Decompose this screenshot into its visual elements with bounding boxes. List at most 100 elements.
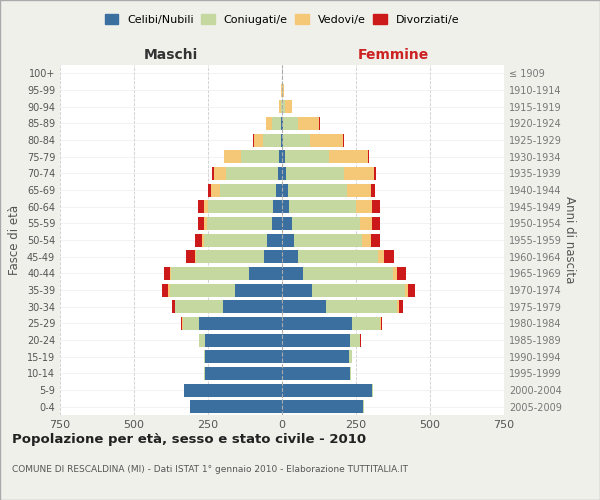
Bar (282, 284, 311, 296)
Bar (298, 250, 378, 263)
Bar (205, 367, 282, 380)
Bar (202, 234, 203, 246)
Bar (281, 117, 282, 130)
Bar (272, 217, 282, 230)
Bar (267, 234, 282, 246)
Bar (344, 167, 374, 180)
Bar (199, 334, 205, 346)
Bar (347, 184, 371, 196)
Bar (408, 284, 415, 296)
Bar (329, 150, 368, 163)
Bar (311, 284, 405, 296)
Bar (276, 184, 282, 196)
Bar (223, 300, 282, 313)
Bar (235, 284, 282, 296)
Text: Maschi: Maschi (144, 48, 198, 62)
Bar (278, 167, 282, 180)
Bar (199, 317, 282, 330)
Bar (194, 250, 196, 263)
Bar (282, 250, 298, 263)
Bar (208, 184, 211, 196)
Bar (384, 250, 394, 263)
Bar (397, 300, 399, 313)
Bar (241, 150, 279, 163)
Bar (285, 150, 329, 163)
Bar (289, 200, 356, 213)
Bar (310, 134, 343, 146)
Bar (283, 84, 284, 96)
Bar (288, 184, 347, 196)
Bar (361, 217, 372, 230)
Bar (175, 300, 223, 313)
Text: Femmine: Femmine (358, 48, 428, 62)
Bar (282, 117, 283, 130)
Bar (374, 167, 376, 180)
Bar (205, 334, 282, 346)
Bar (206, 217, 272, 230)
Bar (282, 350, 349, 363)
Bar (356, 200, 372, 213)
Bar (224, 150, 241, 163)
Bar (283, 117, 298, 130)
Bar (211, 184, 220, 196)
Bar (371, 234, 380, 246)
Bar (298, 117, 319, 130)
Bar (349, 350, 352, 363)
Bar (282, 400, 364, 413)
Bar (272, 117, 281, 130)
Bar (205, 350, 282, 363)
Bar (281, 134, 282, 146)
Bar (266, 117, 272, 130)
Bar (170, 284, 235, 296)
Bar (162, 284, 168, 296)
Bar (294, 234, 362, 246)
Bar (372, 384, 373, 396)
Bar (303, 267, 393, 280)
Bar (362, 234, 371, 246)
Bar (368, 150, 370, 163)
Bar (286, 167, 344, 180)
Bar (186, 250, 194, 263)
Bar (352, 317, 380, 330)
Bar (197, 200, 203, 213)
Bar (197, 217, 203, 230)
Bar (378, 250, 384, 263)
Bar (350, 334, 361, 346)
Legend: Celibi/Nubili, Coniugati/e, Vedovi/e, Divorziati/e: Celibi/Nubili, Coniugati/e, Vedovi/e, Di… (101, 10, 463, 28)
Bar (282, 167, 286, 180)
Bar (226, 167, 278, 180)
Bar (371, 184, 375, 196)
Bar (203, 200, 208, 213)
Bar (279, 150, 282, 163)
Bar (250, 267, 282, 280)
Bar (184, 384, 282, 396)
Bar (281, 100, 282, 113)
Bar (279, 100, 281, 113)
Bar (212, 167, 214, 180)
Bar (399, 300, 403, 313)
Bar (282, 300, 326, 313)
Bar (350, 367, 351, 380)
Bar (372, 217, 380, 230)
Bar (283, 134, 310, 146)
Bar (196, 250, 264, 263)
Bar (393, 267, 397, 280)
Bar (203, 350, 205, 363)
Bar (273, 200, 282, 213)
Bar (282, 150, 285, 163)
Bar (164, 267, 170, 280)
Bar (194, 234, 202, 246)
Bar (170, 267, 171, 280)
Bar (372, 200, 380, 213)
Bar (282, 317, 352, 330)
Bar (282, 234, 294, 246)
Bar (254, 134, 263, 146)
Bar (172, 300, 175, 313)
Bar (405, 284, 408, 296)
Bar (397, 267, 406, 280)
Y-axis label: Fasce di età: Fasce di età (8, 205, 21, 275)
Bar (190, 400, 282, 413)
Bar (282, 384, 372, 396)
Bar (282, 100, 285, 113)
Bar (203, 234, 267, 246)
